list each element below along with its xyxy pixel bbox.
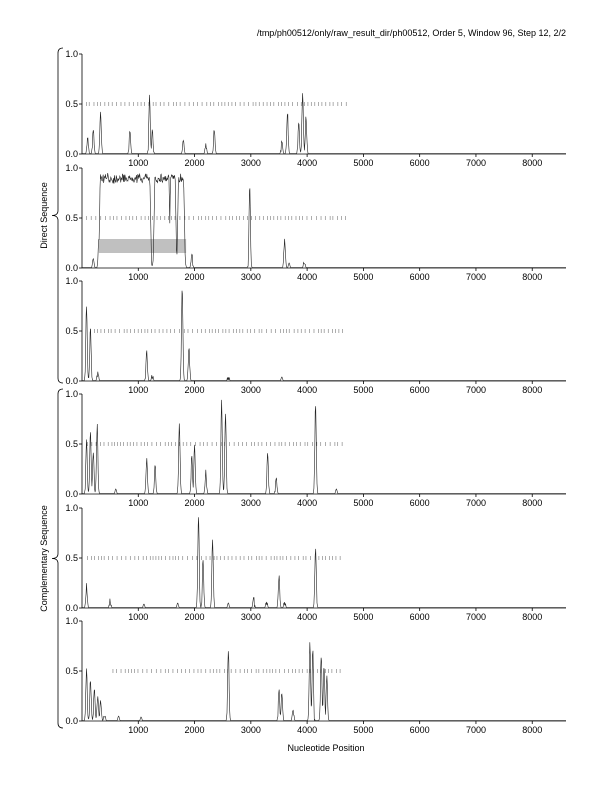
x-tick-label: 3000 <box>241 272 261 282</box>
x-tick-label: 3000 <box>241 498 261 508</box>
x-tick-label: 5000 <box>353 158 373 168</box>
chart-panel-1: 0.0 0.5 1.0 1000 2000 3000 4000 5000 6000 7000 800… <box>65 49 566 168</box>
data-series-line <box>82 93 566 154</box>
x-tick-label: 1000 <box>128 725 148 735</box>
x-tick-label: 2000 <box>185 498 205 508</box>
x-axis-label: Nucleotide Position <box>287 743 364 753</box>
y-tick-label: 0.0 <box>65 716 78 726</box>
direct-sequence-bracket <box>51 47 64 384</box>
x-tick-label: 7000 <box>466 725 486 735</box>
y-tick-label: 1.0 <box>65 276 78 286</box>
x-tick-label: 1000 <box>128 612 148 622</box>
x-tick-label: 2000 <box>185 612 205 622</box>
complementary-sequence-bracket <box>51 388 64 729</box>
shaded-region <box>98 239 187 253</box>
x-tick-label: 2000 <box>185 725 205 735</box>
x-tick-label: 6000 <box>410 385 430 395</box>
complementary-sequence-label: Complementary Sequence <box>39 505 49 612</box>
x-tick-label: 4000 <box>297 725 317 735</box>
x-tick-label: 7000 <box>466 612 486 622</box>
x-tick-label: 2000 <box>185 385 205 395</box>
y-tick-label: 0.0 <box>65 149 78 159</box>
x-tick-label: 3000 <box>241 158 261 168</box>
x-tick-label: 2000 <box>185 272 205 282</box>
chart-title: /tmp/ph00512/only/raw_result_dir/ph00512… <box>257 28 566 38</box>
x-tick-label: 5000 <box>353 725 373 735</box>
y-tick-label: 1.0 <box>65 389 78 399</box>
x-tick-label: 3000 <box>241 612 261 622</box>
y-tick-label: 0.5 <box>65 666 78 676</box>
x-tick-label: 4000 <box>297 385 317 395</box>
x-tick-label: 8000 <box>522 498 542 508</box>
x-tick-label: 4000 <box>297 612 317 622</box>
data-series-line <box>82 642 566 722</box>
y-tick-label: 0.5 <box>65 439 78 449</box>
x-tick-label: 6000 <box>410 612 430 622</box>
x-tick-label: 6000 <box>410 158 430 168</box>
x-tick-label: 1000 <box>128 158 148 168</box>
direct-sequence-label: Direct Sequence <box>39 182 49 249</box>
x-tick-label: 4000 <box>297 498 317 508</box>
x-tick-label: 1000 <box>128 498 148 508</box>
x-tick-label: 3000 <box>241 725 261 735</box>
y-tick-label: 0.0 <box>65 376 78 386</box>
x-tick-label: 7000 <box>466 385 486 395</box>
x-tick-label: 8000 <box>522 385 542 395</box>
y-tick-label: 0.0 <box>65 603 78 613</box>
x-tick-label: 6000 <box>410 272 430 282</box>
x-tick-label: 7000 <box>466 498 486 508</box>
x-tick-label: 5000 <box>353 272 373 282</box>
x-tick-label: 8000 <box>522 158 542 168</box>
x-tick-label: 5000 <box>353 612 373 622</box>
y-tick-label: 1.0 <box>65 503 78 513</box>
data-series-line <box>82 517 566 608</box>
data-series-line <box>82 173 566 268</box>
x-tick-label: 2000 <box>185 158 205 168</box>
x-tick-label: 8000 <box>522 272 542 282</box>
y-tick-label: 1.0 <box>65 616 78 626</box>
x-tick-label: 6000 <box>410 498 430 508</box>
x-tick-label: 5000 <box>353 498 373 508</box>
x-tick-label: 7000 <box>466 158 486 168</box>
chart-panel-5: 0.0 0.5 1.0 1000 2000 3000 4000 5000 6000 7000 800… <box>65 503 566 622</box>
y-tick-label: 0.0 <box>65 263 78 273</box>
y-tick-label: 0.0 <box>65 489 78 499</box>
x-tick-label: 6000 <box>410 725 430 735</box>
y-tick-label: 0.5 <box>65 99 78 109</box>
x-tick-label: 1000 <box>128 272 148 282</box>
x-tick-label: 1000 <box>128 385 148 395</box>
chart-panel-4: 0.0 0.5 1.0 1000 2000 3000 4000 5000 6000 7000 800… <box>65 389 566 508</box>
x-tick-label: 5000 <box>353 385 373 395</box>
y-tick-label: 0.5 <box>65 326 78 336</box>
y-tick-label: 1.0 <box>65 49 78 59</box>
x-tick-label: 7000 <box>466 272 486 282</box>
chart-panel-3: 0.0 0.5 1.0 1000 2000 3000 4000 5000 6000 7000 800… <box>65 276 566 395</box>
chart-panel-6: 0.0 0.5 1.0 1000 2000 3000 4000 5000 6000 7000 800… <box>65 616 566 735</box>
chart-panel-2: 0.0 0.5 1.0 1000 2000 3000 4000 5000 6000 7000 800… <box>65 163 566 282</box>
x-tick-label: 4000 <box>297 272 317 282</box>
y-tick-label: 0.5 <box>65 213 78 223</box>
x-tick-label: 8000 <box>522 612 542 622</box>
x-tick-label: 4000 <box>297 158 317 168</box>
data-series-line <box>82 290 566 381</box>
x-tick-label: 3000 <box>241 385 261 395</box>
y-tick-label: 0.5 <box>65 553 78 563</box>
y-tick-label: 1.0 <box>65 163 78 173</box>
x-tick-label: 8000 <box>522 725 542 735</box>
data-series-line <box>82 399 566 494</box>
